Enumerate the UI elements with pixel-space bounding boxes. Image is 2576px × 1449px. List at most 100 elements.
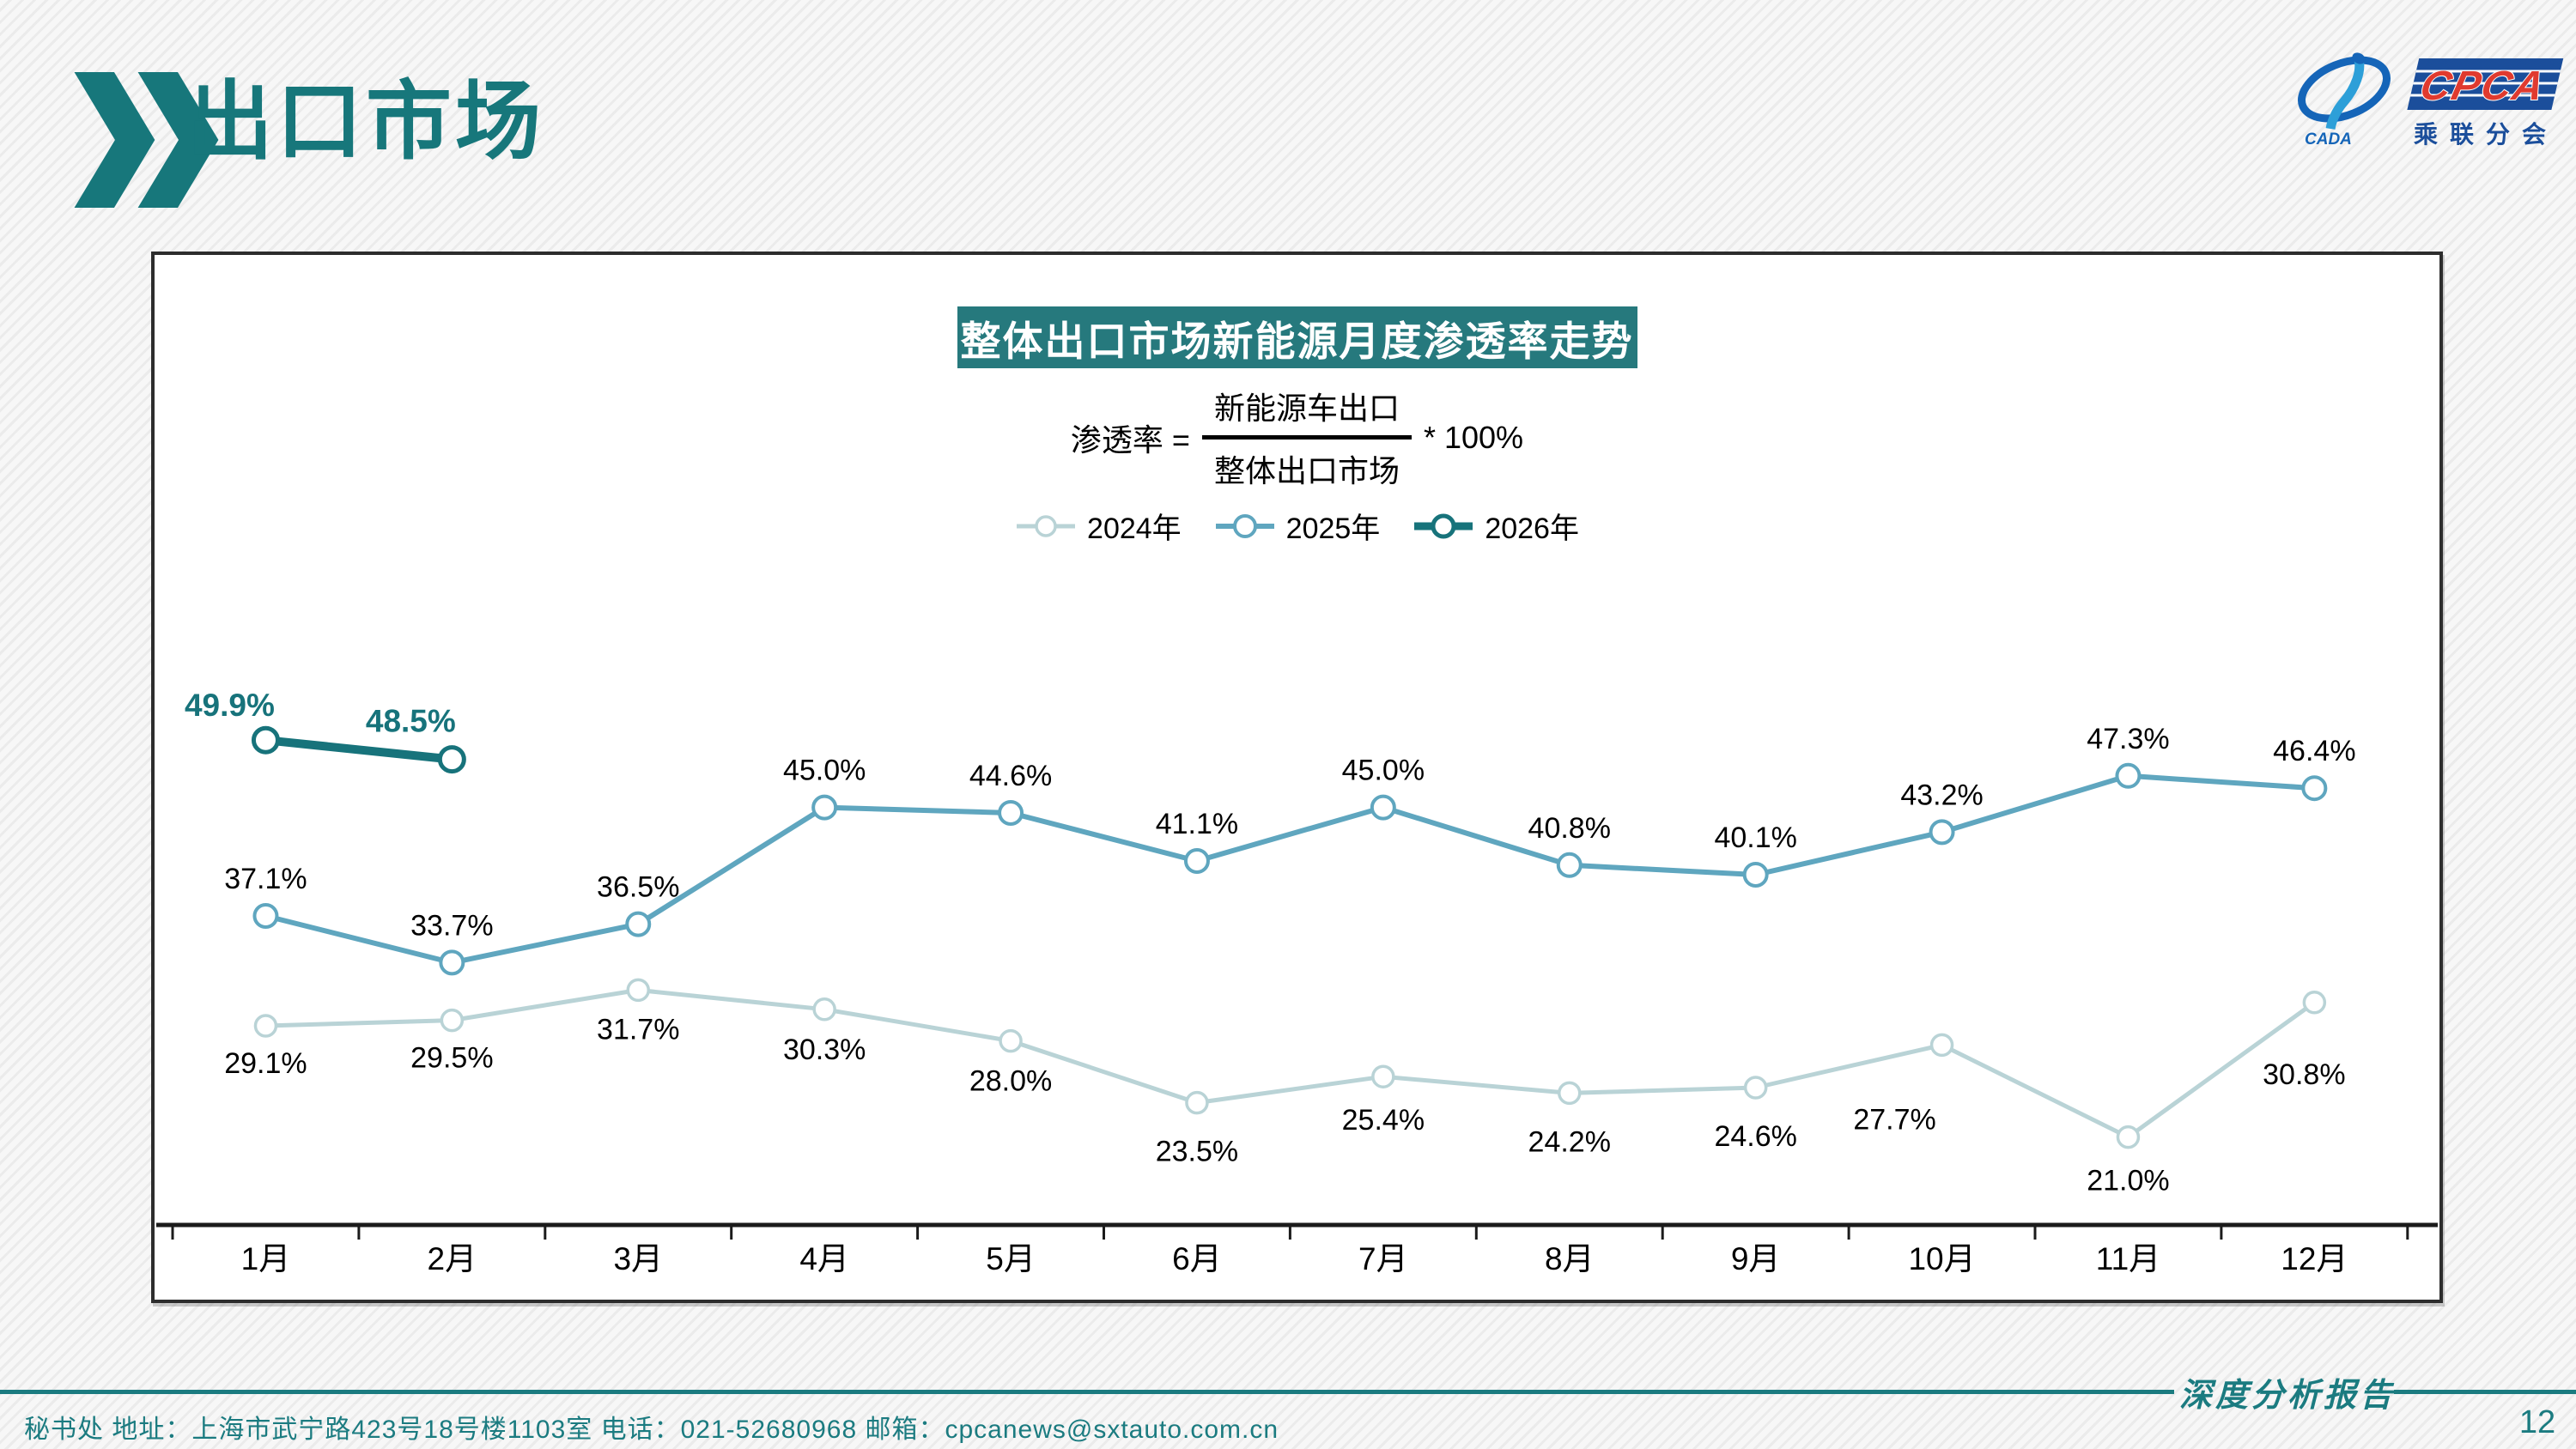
x-axis-label: 10月: [1908, 1241, 1975, 1276]
data-point-2025年: [439, 949, 465, 976]
penetration-chart: 1月 2月 3月 4月 5月 6月 7月 8月 9月 10月 11月 12月 29.1% 29.5% 31.…: [156, 688, 2438, 1276]
legend-item-2026年: 2026年: [1413, 505, 1579, 547]
data-label-2025年: 40.1%: [1714, 822, 1796, 854]
legend-label: 2025年: [1285, 512, 1381, 545]
data-label-2025年: 36.5%: [597, 871, 679, 904]
x-axis-label: 5月: [986, 1241, 1036, 1276]
cada-text: CADA: [2305, 130, 2352, 149]
data-label-2024年: 30.8%: [2263, 1058, 2345, 1091]
x-axis-label: 6月: [1172, 1241, 1222, 1276]
data-label-2024年: 24.2%: [1528, 1125, 1611, 1158]
data-label-2024年: 24.6%: [1714, 1120, 1796, 1153]
data-label-2024年: 31.7%: [597, 1013, 679, 1046]
legend-marker-icon: [1215, 513, 1274, 538]
formula-numerator: 新能源车出口: [1201, 382, 1412, 440]
footer-divider-left: [0, 1390, 2174, 1394]
data-point-2024年: [1185, 1090, 1209, 1115]
series-line-2024年: [263, 987, 2317, 1140]
data-point-2024年: [626, 978, 650, 1003]
formula-fraction: 新能源车出口 整体出口市场: [1201, 382, 1412, 493]
cpca-text: CPCA: [2416, 64, 2550, 109]
legend-marker-icon: [1017, 514, 1076, 537]
footer-divider-right: [2394, 1390, 2576, 1394]
page-title: 出口市场: [187, 74, 544, 170]
data-label-2025年: 40.8%: [1528, 812, 1611, 845]
data-label-2024年: 28.0%: [969, 1065, 1052, 1098]
legend-label: 2026年: [1485, 512, 1579, 545]
series-line-2025年: [263, 773, 2318, 966]
data-point-2025年: [2115, 762, 2142, 789]
data-point-2025年: [1742, 862, 1769, 888]
data-point-2024年: [440, 1008, 465, 1033]
data-label-2026年: 49.9%: [185, 688, 275, 723]
x-axis-label: 11月: [2096, 1241, 2160, 1276]
data-label-2025年: 33.7%: [410, 909, 493, 942]
data-label-2024年: 29.1%: [224, 1047, 307, 1080]
data-point-2024年: [1743, 1076, 1768, 1100]
x-axis-label: 3月: [613, 1241, 663, 1276]
formula-denominator: 整体出口市场: [1213, 453, 1400, 488]
formula-rhs: * 100%: [1423, 419, 1524, 455]
data-point-2025年: [625, 911, 652, 937]
data-label-2025年: 46.4%: [2273, 735, 2355, 767]
data-label-2025年: 44.6%: [969, 760, 1052, 792]
cada-emblem-icon: CADA: [2297, 52, 2391, 149]
data-point-2025年: [1370, 794, 1396, 821]
data-label-2024年: 27.7%: [1853, 1103, 1935, 1136]
data-label-2024年: 29.5%: [410, 1042, 493, 1075]
x-axis-label: 7月: [1358, 1241, 1408, 1276]
series-line-2026年: [261, 736, 457, 764]
data-point-2025年: [2301, 775, 2328, 802]
x-axis-label: 1月: [241, 1241, 291, 1276]
x-axis-label: 4月: [799, 1241, 849, 1276]
legend-label: 2024年: [1087, 512, 1182, 545]
x-axis-label: 8月: [1545, 1241, 1595, 1276]
data-label-2025年: 43.2%: [1900, 779, 1983, 811]
page-number: 12: [2518, 1404, 2556, 1440]
legend-item-2024年: 2024年: [1015, 505, 1182, 547]
data-point-2025年: [1929, 819, 1955, 846]
data-label-2025年: 47.3%: [2087, 723, 2169, 755]
data-label-2025年: 37.1%: [224, 863, 307, 895]
data-label-2026年: 48.5%: [366, 704, 456, 739]
data-label-2025年: 41.1%: [1156, 808, 1238, 840]
penetration-formula: 渗透率 = 新能源车出口 整体出口市场 * 100%: [1071, 382, 1523, 493]
data-point-2025年: [1183, 848, 1210, 874]
data-point-2024年: [2116, 1125, 2141, 1149]
double-chevron-icon: [74, 72, 219, 208]
chart-title: 整体出口市场新能源月度渗透率走势: [960, 318, 1634, 364]
data-point-2025年: [811, 794, 838, 821]
formula-lhs: 渗透率 =: [1070, 421, 1190, 458]
data-point-2024年: [1558, 1081, 1582, 1106]
data-point-2025年: [998, 800, 1024, 826]
data-label-2025年: 45.0%: [1342, 755, 1425, 787]
data-point-2026年: [251, 725, 280, 755]
data-point-2026年: [437, 745, 466, 774]
data-label-2024年: 25.4%: [1342, 1104, 1425, 1137]
data-point-2024年: [1929, 1033, 1954, 1058]
data-point-2024年: [2302, 991, 2327, 1015]
x-axis-label: 12月: [2281, 1241, 2348, 1276]
cpca-plate: CPCA: [2407, 58, 2564, 110]
footer-contact: 秘书处 地址：上海市武宁路423号18号楼1103室 电话：021-526809…: [24, 1416, 1279, 1444]
data-label-2025年: 45.0%: [783, 755, 866, 787]
data-label-2024年: 23.5%: [1156, 1136, 1238, 1168]
data-label-2024年: 21.0%: [2087, 1165, 2169, 1197]
chart-legend: 2024年 2025年 2026年: [1015, 505, 1579, 547]
data-point-2024年: [999, 1028, 1023, 1053]
branch-text: 乘联分会: [2414, 121, 2558, 148]
cpca-logo: CADA CPCA 乘联分会: [2297, 52, 2564, 149]
report-type-label: 深度分析报告: [2179, 1378, 2397, 1414]
chart-panel: 1月 2月 3月 4月 5月 6月 7月 8月 9月 10月 11月 12月 29.1% 29.5% 31.…: [151, 252, 2443, 1303]
data-point-2025年: [252, 903, 279, 929]
data-point-2024年: [253, 1014, 278, 1038]
data-point-2024年: [1371, 1064, 1395, 1088]
legend-item-2025年: 2025年: [1214, 505, 1381, 547]
legend-marker-icon: [1414, 513, 1473, 538]
x-axis-label: 9月: [1731, 1241, 1781, 1276]
data-point-2025年: [1556, 852, 1583, 878]
x-axis-label: 2月: [428, 1241, 477, 1276]
data-label-2024年: 30.3%: [783, 1034, 866, 1066]
chart-title-bar: 整体出口市场新能源月度渗透率走势: [957, 306, 1637, 368]
